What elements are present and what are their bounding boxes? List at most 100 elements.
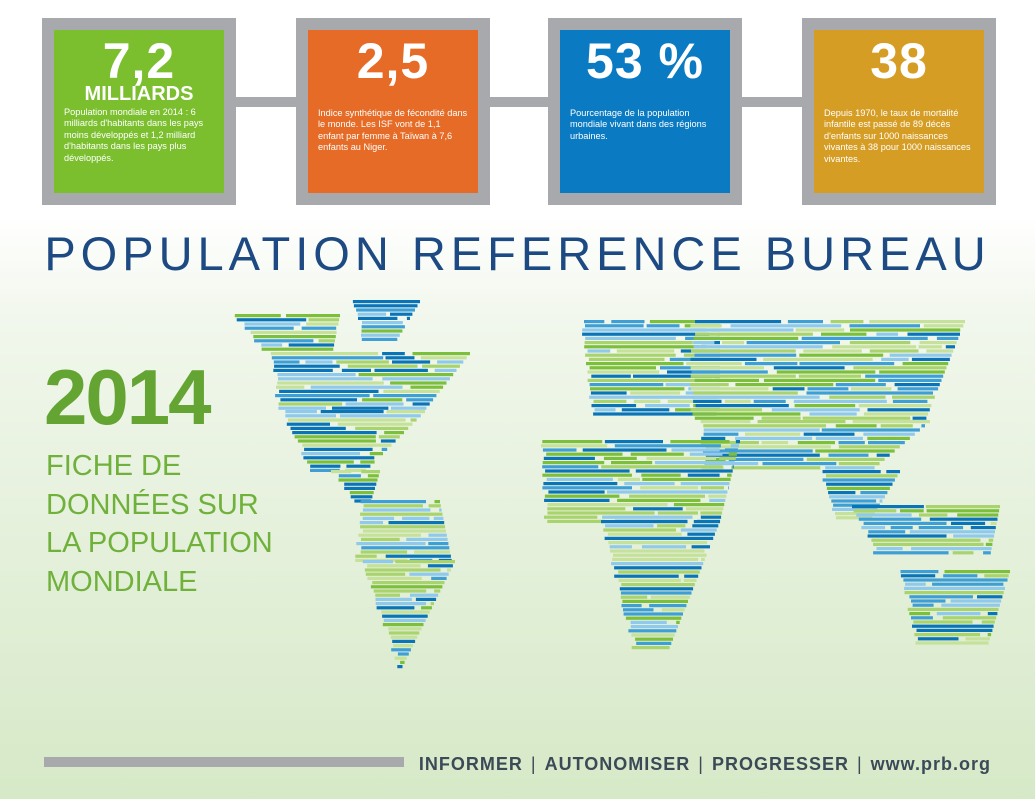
map-stripe: [601, 465, 723, 469]
map-stripe: [392, 639, 416, 643]
map-stripe: [826, 486, 890, 490]
stat-description: Pourcentage de la population mondiale vi…: [570, 108, 707, 141]
map-stripe: [693, 345, 823, 349]
map-stripe: [410, 418, 417, 422]
map-stripe: [897, 387, 939, 391]
map-stripe: [346, 464, 371, 468]
map-stripe: [587, 378, 713, 382]
map-stripe: [907, 607, 999, 611]
map-stripe: [547, 511, 655, 515]
map-stripe: [645, 404, 690, 408]
map-stripe: [646, 456, 716, 460]
map-stripe: [912, 603, 934, 607]
map-stripe: [650, 595, 690, 599]
footer-tagline: INFORMER | AUTONOMISER | PROGRESSER | www.prb.…: [419, 753, 991, 775]
report-subtitle: FICHE DE DONNÉES SUR LA POPULATION MONDI…: [46, 447, 273, 601]
map-stripe: [402, 516, 430, 520]
map-stripe: [801, 336, 928, 340]
map-stripe: [793, 399, 887, 403]
map-stripe: [278, 406, 326, 410]
map-stripe: [352, 300, 420, 304]
report-year: 2014: [44, 353, 212, 441]
map-stripe: [434, 500, 440, 504]
map-stripe: [355, 554, 377, 558]
map-stripe: [802, 416, 911, 420]
map-stripe: [271, 356, 384, 360]
map-stripe: [360, 525, 446, 529]
map-stripe: [310, 464, 341, 468]
map-stripe: [378, 435, 400, 439]
tagline-empower: AUTONOMISER: [544, 754, 691, 774]
map-stripe: [690, 357, 757, 361]
map-stripe: [544, 515, 598, 519]
tagline-inform: INFORMER: [418, 754, 523, 774]
map-stripe: [611, 461, 653, 465]
map-stripe: [362, 529, 446, 533]
map-stripe: [412, 402, 430, 406]
map-stripe: [799, 353, 884, 357]
map-stripe: [694, 416, 754, 420]
map-stripe: [776, 370, 876, 374]
map-stripe: [881, 357, 909, 361]
map-stripe: [700, 515, 722, 519]
map-stripe: [868, 441, 905, 445]
map-stripe: [602, 515, 693, 519]
map-stripe: [692, 524, 719, 528]
map-stripe: [691, 395, 820, 399]
map-stripe: [865, 374, 944, 378]
map-stripe: [369, 452, 383, 456]
map-stripe: [447, 568, 451, 572]
map-stripe: [400, 660, 405, 664]
map-stripe: [797, 441, 835, 445]
map-stripe: [382, 352, 405, 356]
map-stripe: [709, 498, 726, 502]
map-stripe: [391, 648, 411, 652]
map-stripe: [614, 574, 679, 578]
map-stripe: [388, 521, 445, 525]
map-stripe: [385, 554, 451, 558]
map-stripe: [849, 341, 911, 345]
map-stripe: [623, 612, 683, 616]
map-stripe: [610, 549, 705, 553]
map-stripe: [620, 595, 648, 599]
map-stripe: [420, 356, 467, 360]
map-stripe: [826, 482, 893, 486]
map-stripe: [894, 383, 940, 387]
map-stripe: [700, 486, 724, 490]
map-stripe: [649, 604, 687, 608]
map-stripe: [798, 374, 861, 378]
map-stripe: [601, 520, 688, 524]
map-stripe: [236, 318, 307, 322]
map-stripe: [254, 339, 314, 343]
map-stripe: [341, 368, 371, 372]
map-stripe: [863, 521, 947, 525]
map-stripe: [244, 326, 294, 330]
map-stripe: [858, 404, 932, 408]
map-stripe: [344, 482, 377, 486]
map-stripe: [703, 432, 739, 436]
website-link[interactable]: www.prb.org: [870, 754, 991, 774]
map-stripe: [274, 364, 340, 368]
map-stripe: [355, 426, 409, 430]
map-stripe: [339, 414, 421, 418]
stat-panel: 2,5 Indice synthétique de fécondité dans…: [308, 30, 478, 193]
map-stripe: [294, 435, 376, 439]
map-stripe: [635, 469, 733, 473]
map-stripe: [803, 349, 862, 353]
map-stripe: [871, 538, 981, 542]
stat-card-fertility: 2,5 Indice synthétique de fécondité dans…: [296, 18, 490, 205]
map-stripe: [936, 336, 959, 340]
map-stripe: [762, 462, 837, 466]
map-stripe: [892, 399, 928, 403]
map-stripe: [985, 542, 993, 546]
map-stripe: [609, 545, 632, 549]
map-stripe: [542, 448, 577, 452]
map-stripe: [661, 608, 685, 612]
map-stripe: [690, 324, 722, 328]
map-stripe: [719, 456, 736, 460]
map-stripe: [951, 521, 986, 525]
map-stripe: [695, 404, 789, 408]
map-stripe: [687, 473, 720, 477]
map-stripe: [680, 482, 730, 486]
